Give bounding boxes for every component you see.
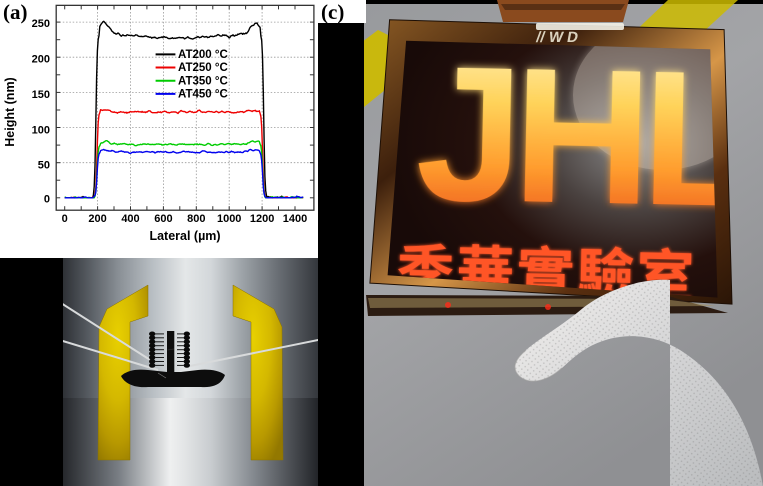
svg-text:0: 0	[44, 193, 50, 205]
svg-text:// W D: // W D	[535, 29, 580, 46]
svg-text:600: 600	[154, 213, 172, 225]
svg-text:Height (nm): Height (nm)	[3, 77, 17, 146]
svg-text:AT200 °C: AT200 °C	[178, 49, 228, 61]
svg-text:0: 0	[62, 213, 68, 225]
svg-text:AT350 °C: AT350 °C	[178, 75, 228, 87]
svg-text:50: 50	[38, 160, 50, 172]
svg-text:800: 800	[187, 213, 205, 225]
svg-text:200: 200	[32, 54, 50, 66]
svg-text:250: 250	[32, 18, 50, 30]
svg-text:150: 150	[32, 89, 50, 101]
svg-text:1400: 1400	[283, 213, 307, 225]
svg-text:AT450 °C: AT450 °C	[178, 89, 228, 101]
svg-text:1000: 1000	[217, 213, 241, 225]
svg-text:1200: 1200	[250, 213, 274, 225]
svg-text:200: 200	[88, 213, 106, 225]
svg-text:AT250 °C: AT250 °C	[178, 62, 228, 74]
svg-text:Lateral (µm): Lateral (µm)	[149, 229, 220, 243]
svg-text:JHL: JHL	[414, 25, 756, 247]
svg-text:400: 400	[121, 213, 139, 225]
svg-text:100: 100	[32, 124, 50, 136]
